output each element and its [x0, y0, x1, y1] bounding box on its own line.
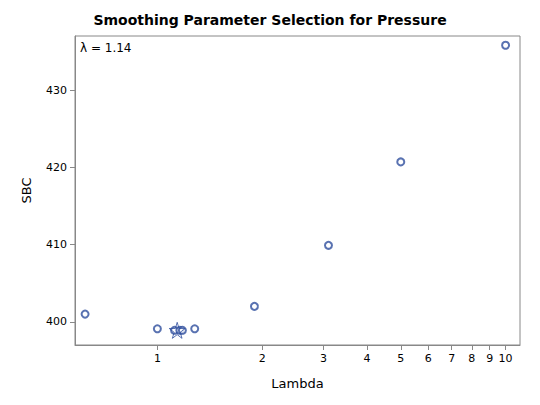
svg-text:400: 400: [46, 315, 67, 328]
svg-text:Lambda: Lambda: [271, 376, 323, 391]
svg-text:1: 1: [154, 352, 161, 365]
svg-text:430: 430: [46, 84, 67, 97]
svg-text:9: 9: [486, 352, 493, 365]
svg-text:3: 3: [320, 352, 327, 365]
svg-text:8: 8: [468, 352, 475, 365]
svg-text:4: 4: [364, 352, 371, 365]
svg-text:5: 5: [397, 352, 404, 365]
svg-text:2: 2: [259, 352, 266, 365]
svg-text:420: 420: [46, 161, 67, 174]
svg-text:7: 7: [448, 352, 455, 365]
svg-text:10: 10: [499, 352, 513, 365]
svg-text:λ = 1.14: λ = 1.14: [80, 41, 132, 55]
svg-text:410: 410: [46, 238, 67, 251]
svg-text:SBC: SBC: [19, 177, 34, 203]
svg-text:Smoothing Parameter Selection: Smoothing Parameter Selection for Pressu…: [93, 12, 446, 28]
svg-text:6: 6: [425, 352, 432, 365]
